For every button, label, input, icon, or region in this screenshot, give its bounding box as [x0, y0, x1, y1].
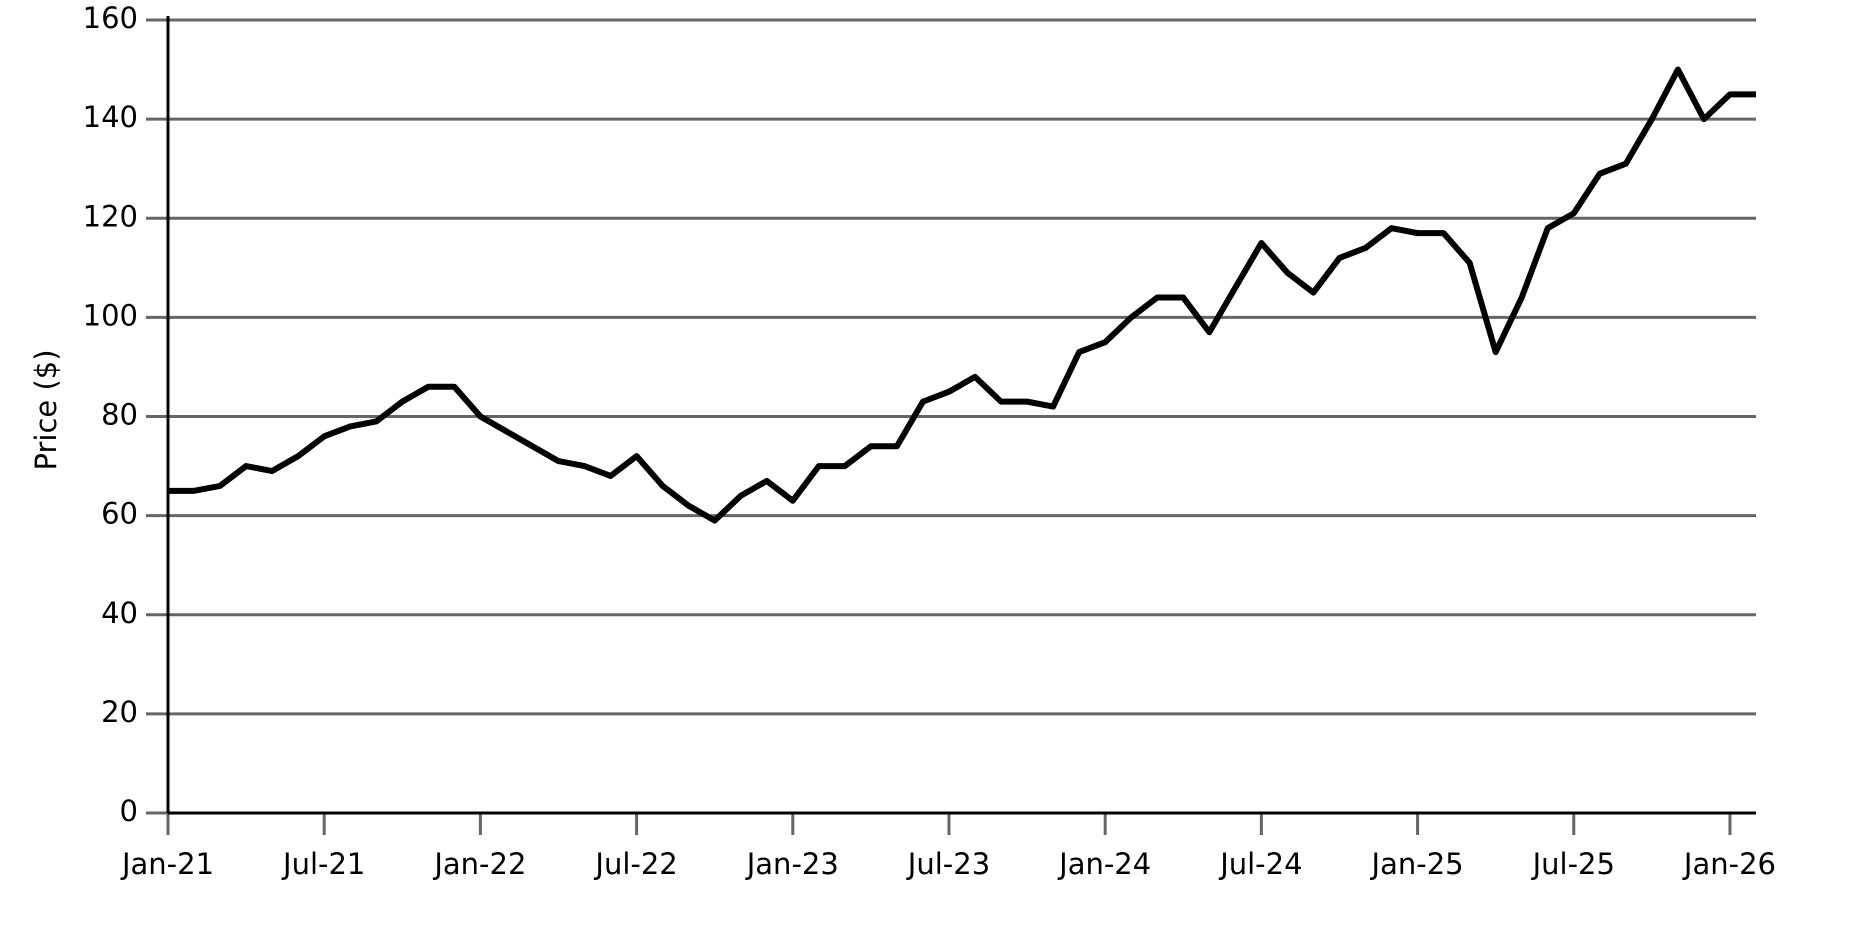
x-tick-label: Jan-23 [745, 847, 839, 881]
y-tick-label: 100 [83, 298, 138, 332]
y-tick-label: 120 [83, 199, 138, 233]
x-tick-label: Jul-21 [281, 847, 365, 881]
x-tick-label: Jul-25 [1531, 847, 1615, 881]
y-tick-label: 140 [83, 100, 138, 134]
x-tick-label: Jan-22 [432, 847, 526, 881]
y-tick-label: 160 [83, 1, 138, 35]
y-axis-label: Price ($) [29, 349, 63, 470]
y-tick-label: 60 [101, 497, 138, 531]
x-tick-label: Jan-21 [120, 847, 214, 881]
x-tick-label: Jul-24 [1218, 847, 1302, 881]
y-tick-label: 40 [101, 596, 138, 630]
x-tick-label: Jan-25 [1370, 847, 1464, 881]
price-line [168, 66, 1756, 524]
x-tick-label: Jul-22 [593, 847, 677, 881]
x-tick-label: Jul-23 [906, 847, 990, 881]
x-tick-label: Jan-26 [1682, 847, 1776, 881]
x-tick-label: Jan-24 [1057, 847, 1151, 881]
y-tick-label: 80 [101, 398, 138, 432]
y-tick-label: 0 [120, 794, 138, 828]
y-tick-label: 20 [101, 695, 138, 729]
